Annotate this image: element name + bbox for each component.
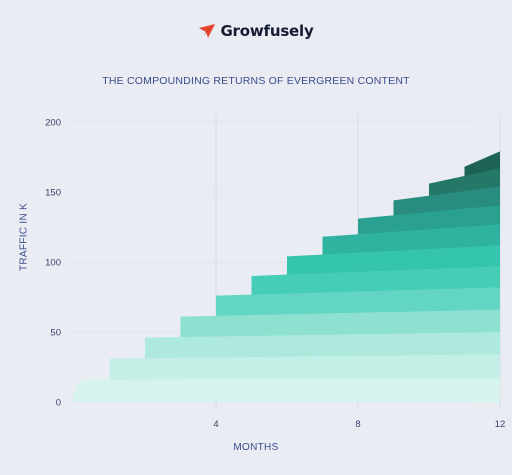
x-axis-label: MONTHS bbox=[233, 442, 279, 453]
band-month-6 bbox=[287, 245, 500, 276]
brand-name: Growfusely bbox=[220, 22, 314, 40]
band-month-3 bbox=[180, 309, 500, 338]
band-month-0 bbox=[72, 378, 500, 402]
x-tick-label: 4 bbox=[213, 419, 218, 430]
band-month-5 bbox=[251, 266, 500, 296]
series-bands bbox=[72, 151, 500, 402]
band-month-4 bbox=[216, 287, 500, 317]
chart-title: THE COMPOUNDING RETURNS OF EVERGREEN CON… bbox=[102, 75, 410, 87]
x-tick-label: 12 bbox=[495, 419, 506, 430]
x-tick-labels: 4 8 12 bbox=[213, 419, 505, 430]
paper-plane-icon bbox=[199, 24, 216, 38]
brand-logo: Growfusely bbox=[0, 22, 512, 40]
y-tick-label: 100 bbox=[45, 258, 61, 269]
y-tick-label: 50 bbox=[50, 328, 61, 339]
band-month-2 bbox=[145, 332, 500, 359]
y-tick-labels: 0 50 100 150 200 bbox=[45, 118, 61, 409]
x-tick-label: 8 bbox=[355, 419, 360, 430]
y-tick-label: 200 bbox=[45, 118, 61, 129]
y-tick-label: 150 bbox=[45, 188, 61, 199]
y-tick-label: 0 bbox=[56, 398, 61, 409]
band-month-1 bbox=[109, 354, 500, 380]
